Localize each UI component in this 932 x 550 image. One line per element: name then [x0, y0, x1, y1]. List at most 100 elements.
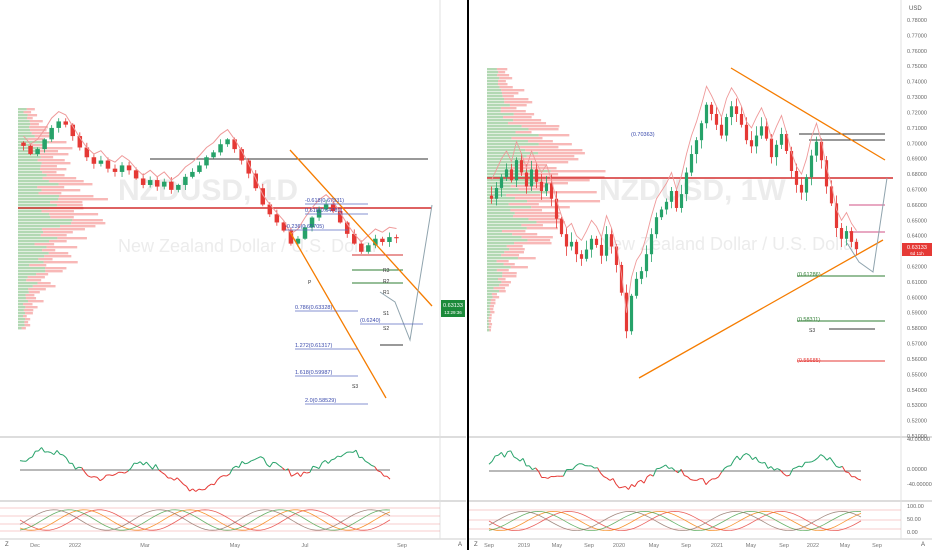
candle-body — [509, 169, 514, 181]
left-rsi — [19, 447, 391, 492]
oscillator-segment — [597, 467, 602, 474]
oscillator-segment — [832, 461, 837, 467]
volume-bar-buy — [18, 246, 47, 249]
candle-body — [804, 177, 809, 193]
volume-bar-sell — [501, 281, 511, 284]
oscillator-segment — [748, 454, 753, 460]
y-axis-label: 0.51000 — [907, 434, 927, 440]
volume-bar-buy — [487, 134, 539, 137]
volume-bar-sell — [43, 261, 78, 264]
x-axis-label: May — [552, 543, 563, 549]
stoch-line — [19, 509, 391, 531]
level-mark: R2 — [383, 279, 390, 285]
candle-body — [169, 181, 174, 190]
volume-bar-buy — [18, 177, 43, 180]
volume-bar-sell — [27, 114, 38, 117]
volume-bar-sell — [489, 323, 493, 326]
y-axis-label: 0.74000 — [907, 80, 927, 86]
volume-bar-buy — [18, 228, 42, 231]
volume-bar-buy — [18, 108, 27, 111]
volume-bar-buy — [487, 110, 501, 113]
volume-bar-sell — [521, 125, 560, 128]
x-axis-label: 2021 — [711, 543, 723, 549]
y-axis-label: 0.72000 — [907, 110, 927, 116]
oscillator-segment — [198, 488, 203, 491]
volume-bar-buy — [487, 236, 522, 239]
volume-bar-buy — [487, 137, 512, 140]
volume-bar-sell — [506, 194, 541, 197]
volume-bar-sell — [491, 293, 497, 296]
volume-bar-sell — [49, 141, 67, 144]
volume-bar-sell — [41, 189, 81, 192]
level-mark: S1 — [383, 311, 389, 317]
candle-body — [253, 173, 258, 189]
fib-label: -0.236(0.65705) — [285, 224, 324, 230]
volume-bar-sell — [48, 252, 69, 255]
volume-bar-buy — [487, 167, 512, 170]
volume-bar-sell — [527, 239, 551, 242]
volume-bar-buy — [18, 291, 29, 294]
volume-bar-sell — [38, 258, 53, 261]
volume-bar-buy — [487, 68, 497, 71]
volume-bar-buy — [487, 239, 528, 242]
volume-bar-sell — [37, 159, 65, 162]
stoch-line — [19, 509, 391, 531]
candle-body — [644, 254, 649, 272]
volume-bar-sell — [488, 317, 492, 320]
candle-body — [529, 169, 534, 187]
volume-bar-sell — [71, 222, 106, 225]
oscillator-segment — [247, 460, 252, 464]
volume-bar-buy — [18, 120, 30, 123]
volume-bar-buy — [18, 117, 28, 120]
oscillator-segment — [628, 484, 633, 490]
volume-bar-sell — [23, 315, 27, 318]
volume-bar-buy — [18, 252, 49, 255]
candle-body — [246, 160, 251, 174]
oscillator-segment — [121, 471, 125, 474]
volume-bar-buy — [487, 311, 491, 314]
oscillator-segment — [281, 467, 286, 471]
price-tag[interactable] — [441, 300, 465, 317]
volume-bar-sell — [44, 255, 72, 258]
right-chart[interactable]: USD 0.78000 0.77000 0.76000 0.75000 0.74000 0.… — [469, 0, 932, 550]
volume-bar-sell — [528, 128, 559, 131]
oscillator-segment — [652, 468, 657, 477]
osc-axis-label: 0.00000 — [907, 467, 927, 473]
volume-bar-buy — [487, 212, 515, 215]
oscillator-segment — [53, 450, 58, 455]
candle-body — [659, 209, 664, 218]
volume-bar-buy — [487, 224, 522, 227]
volume-bar-sell — [526, 155, 575, 158]
candle-body — [218, 144, 223, 153]
volume-bar-sell — [510, 209, 543, 212]
oscillator-segment — [538, 471, 543, 478]
oscillator-segment — [649, 474, 654, 477]
volume-bar-sell — [23, 309, 34, 312]
y-axis-label: 0.56000 — [907, 357, 927, 363]
candle-body — [133, 170, 139, 179]
price-tag-countdown: 6d 11h — [910, 251, 924, 256]
x-axis-label: Sep — [484, 543, 494, 549]
oscillator-segment — [29, 456, 33, 459]
oscillator-segment — [755, 456, 760, 463]
volume-bar-buy — [18, 273, 37, 276]
oscillator-segment — [321, 460, 326, 464]
oscillator-segment — [677, 469, 682, 474]
trendline-upper — [730, 67, 886, 161]
level-mark: R1 — [383, 290, 390, 296]
oscillator-segment — [758, 461, 762, 464]
x-axis-label: Sep — [779, 543, 789, 549]
candle-body — [366, 245, 371, 252]
volume-bar-sell — [40, 156, 54, 159]
oscillator-segment — [637, 479, 642, 483]
price-tag[interactable] — [902, 243, 932, 256]
candle-body — [359, 243, 364, 252]
volume-bar-sell — [21, 327, 26, 330]
candle-body — [784, 134, 789, 151]
volume-bar-buy — [487, 185, 511, 188]
candle-body — [387, 237, 392, 242]
oscillator-segment — [365, 460, 369, 464]
layout-divider[interactable] — [467, 0, 469, 550]
candle-body — [211, 152, 216, 158]
